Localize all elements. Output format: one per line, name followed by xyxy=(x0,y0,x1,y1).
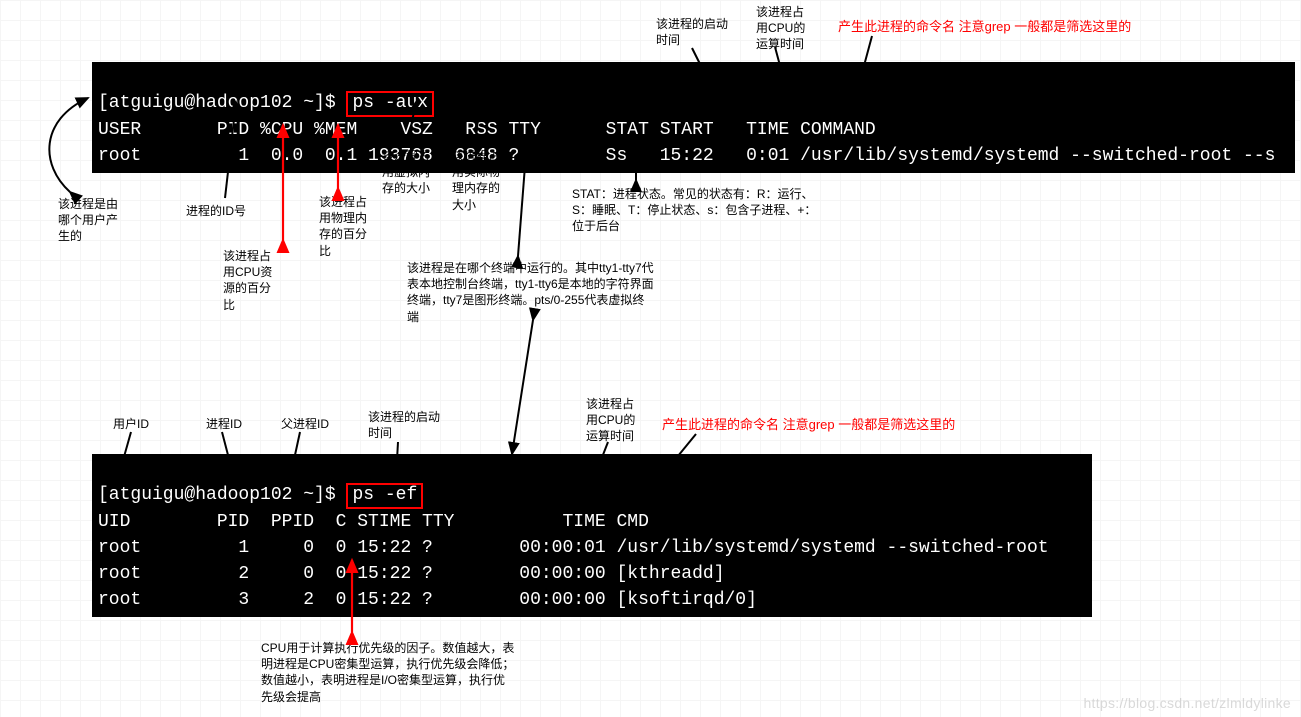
label-cpu-time-top: 该进程占 用CPU的 运算时间 xyxy=(756,4,805,53)
label-pid: 进程的ID号 xyxy=(186,203,246,219)
label-rss: 该进程占 用实际物 理内存的 大小 xyxy=(452,148,500,213)
term2-prompt: [atguigu@hadoop102 ~]$ xyxy=(98,485,346,505)
label-uid: 用户ID xyxy=(113,416,149,432)
term1-header: USER PID %CPU %MEM VSZ RSS TTY STAT STAR… xyxy=(98,120,876,140)
watermark: https://blog.csdn.net/zlmldylinke xyxy=(1083,695,1291,711)
label-vsz: 该进程占 用虚拟内 存的大小 xyxy=(382,148,430,197)
term2-row-2: root 3 2 0 15:22 ? 00:00:00 [ksoftirqd/0… xyxy=(98,590,757,610)
term1-row: root 1 0.0 0.1 193768 6848 ? Ss 15:22 0:… xyxy=(98,146,1275,166)
label-cpu: 该进程占 用CPU资 源的百分 比 xyxy=(223,248,272,313)
label-cfactor: CPU用于计算执行优先级的因子。数值越大，表 明进程是CPU密集型运算，执行优先… xyxy=(261,640,514,705)
terminal-ps-aux: [atguigu@hadoop102 ~]$ ps -aux USER PID … xyxy=(92,62,1295,173)
label-time2: 该进程占 用CPU的 运算时间 xyxy=(586,396,635,445)
term2-row-0: root 1 0 0 15:22 ? 00:00:01 /usr/lib/sys… xyxy=(98,538,1049,558)
label-start-time-top: 该进程的启动 时间 xyxy=(656,16,728,48)
term2-cmd-box: ps -ef xyxy=(346,483,423,509)
label-cmd-red-top: 产生此进程的命令名 注意grep 一般都是筛选这里的 xyxy=(838,18,1131,36)
terminal-ps-ef: [atguigu@hadoop102 ~]$ ps -ef UID PID PP… xyxy=(92,454,1092,617)
term1-prompt: [atguigu@hadoop102 ~]$ xyxy=(98,93,346,113)
term1-cmd-box: ps -aux xyxy=(346,91,434,117)
label-stime: 该进程的启动 时间 xyxy=(368,409,440,441)
label-ppid: 父进程ID xyxy=(281,416,329,432)
label-stat: STAT：进程状态。常见的状态有：R：运行、 S：睡眠、T：停止状态、s：包含子… xyxy=(572,186,816,235)
term2-header: UID PID PPID C STIME TTY TIME CMD xyxy=(98,512,649,532)
label-tty: 该进程是在哪个终端中运行的。其中tty1-tty7代 表本地控制台终端，tty1… xyxy=(407,260,654,325)
label-mem: 该进程占 用物理内 存的百分 比 xyxy=(319,194,367,259)
label-cmd-red-mid: 产生此进程的命令名 注意grep 一般都是筛选这里的 xyxy=(662,416,955,434)
label-pid2: 进程ID xyxy=(206,416,242,432)
label-user: 该进程是由 哪个用户产 生的 xyxy=(58,196,118,245)
term2-row-1: root 2 0 0 15:22 ? 00:00:00 [kthreadd] xyxy=(98,564,725,584)
